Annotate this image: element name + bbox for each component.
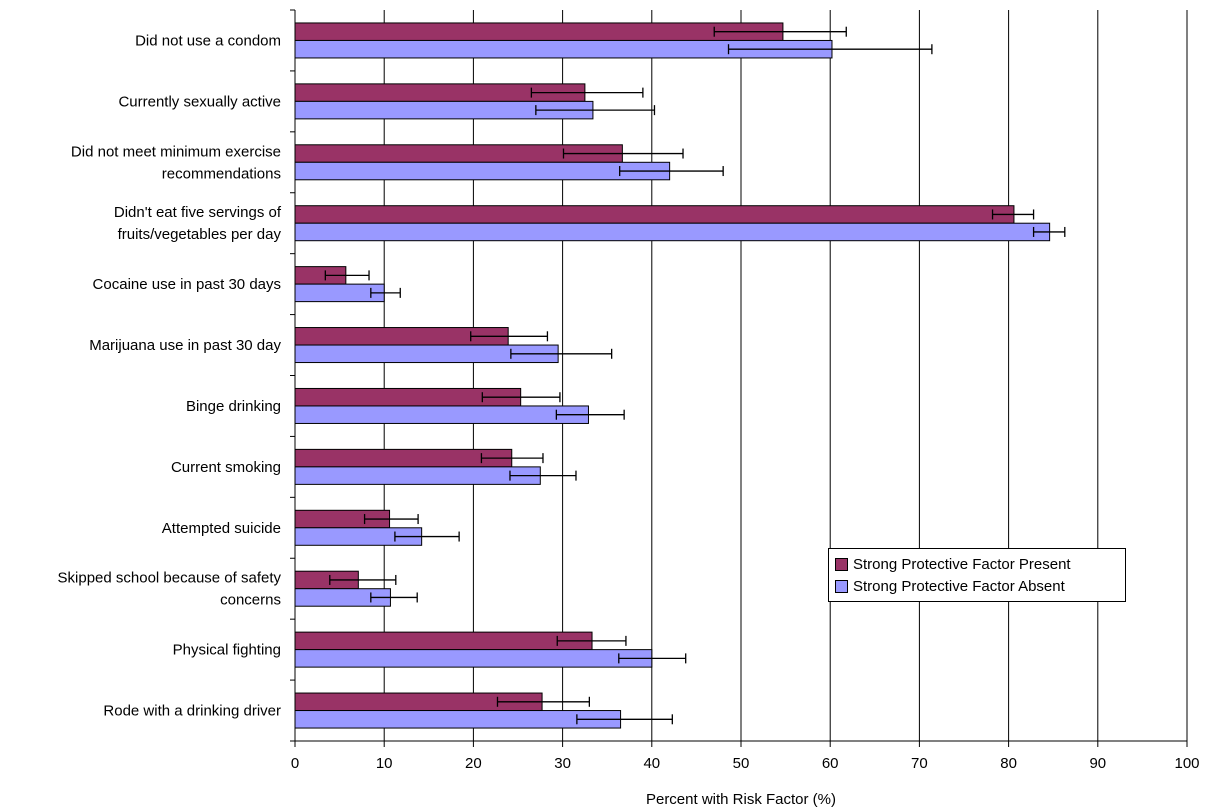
legend: Strong Protective Factor Present Strong … [828, 548, 1126, 602]
bar-absent [294, 405, 589, 424]
x-tick-label: 100 [1174, 755, 1199, 772]
bar-absent [294, 466, 541, 485]
x-tick-label: 60 [822, 755, 839, 772]
x-tick-label: 20 [465, 755, 482, 772]
x-tick-label: 0 [291, 755, 299, 772]
x-tick-labels: 0 10 20 30 40 50 60 70 80 90 100 [291, 755, 1200, 772]
category-label: Physical fighting [173, 642, 281, 659]
x-tick-label: 40 [643, 755, 660, 772]
legend-swatch-absent [835, 579, 848, 593]
legend-label-present: Strong Protective Factor Present [853, 555, 1071, 573]
x-tick-label: 90 [1089, 755, 1106, 772]
x-tick-label: 30 [554, 755, 571, 772]
category-label: Current smoking [171, 459, 281, 476]
category-label: Marijuana use in past 30 day [89, 337, 281, 354]
x-axis-title: Percent with Risk Factor (%) [646, 791, 836, 808]
category-label: Didn't eat five servings of fruits/vegeta… [114, 204, 282, 243]
category-label: Skipped school because of safety concerns [58, 570, 282, 609]
gridlines [383, 10, 1188, 741]
bar-absent [294, 710, 622, 729]
bar-present [294, 448, 513, 468]
category-label: Binge drinking [186, 398, 281, 415]
legend-label-absent: Strong Protective Factor Absent [853, 577, 1065, 595]
axes [290, 9, 1188, 747]
legend-swatch-present [835, 557, 848, 571]
x-tick-label: 10 [376, 755, 393, 772]
bar-present [294, 205, 1015, 224]
bar-present [294, 631, 593, 651]
x-tick-label: 70 [911, 755, 928, 772]
bar-present [294, 22, 784, 41]
bar-absent [294, 161, 671, 181]
category-labels: Did not use a condom Currently sexually a… [58, 32, 282, 719]
x-tick-label: 80 [1000, 755, 1017, 772]
category-label: Currently sexually active [118, 93, 281, 110]
x-tick-label: 50 [733, 755, 750, 772]
category-label: Rode with a drinking driver [103, 703, 281, 720]
category-label: Did not use a condom [135, 32, 281, 49]
bars [294, 22, 1051, 729]
category-label: Attempted suicide [162, 520, 281, 537]
bar-absent [294, 222, 1051, 242]
category-label: Cocaine use in past 30 days [93, 276, 281, 293]
category-label: Did not meet minimum exercise recommendat… [71, 143, 281, 182]
legend-item-present: Strong Protective Factor Present [835, 553, 1119, 575]
error-bars [324, 26, 1066, 725]
legend-item-absent: Strong Protective Factor Absent [835, 575, 1119, 597]
bar-absent [294, 649, 653, 668]
